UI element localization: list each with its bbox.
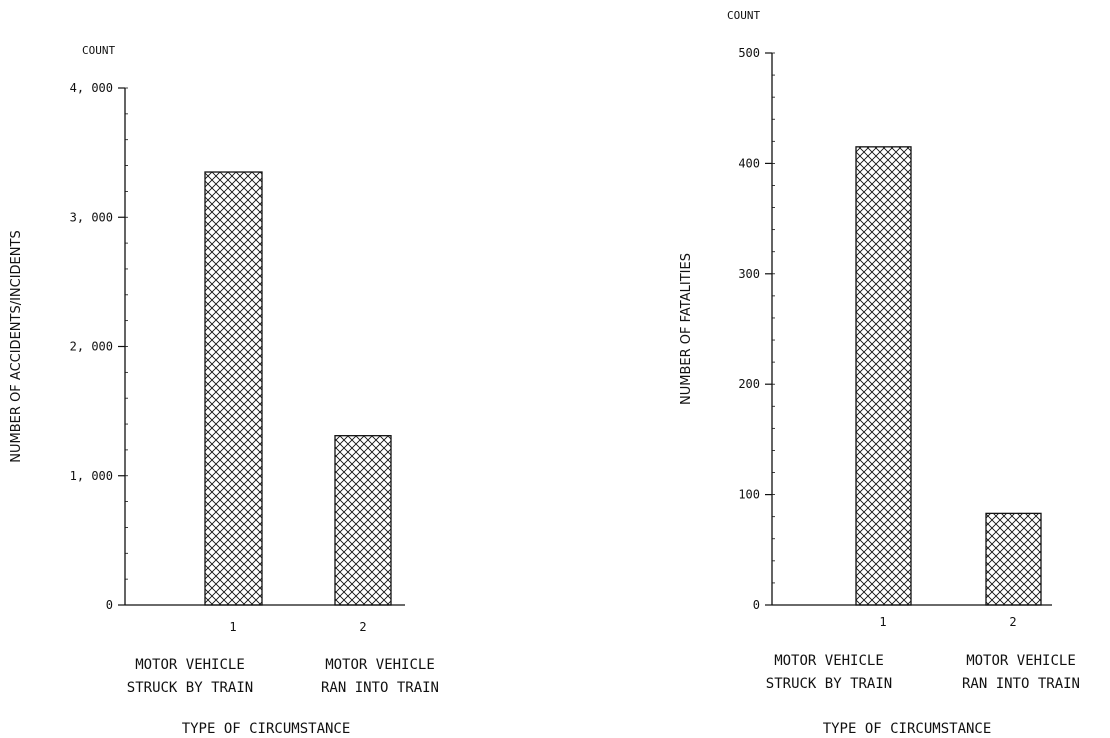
y-tick-label: 0 bbox=[753, 598, 760, 612]
chart-accidents: 0 1, 000 2, 000 3, 000 4, 000 1 2 MOTOR VEHICLE… bbox=[9, 44, 439, 737]
x-axis-title: TYPE OF CIRCUMSTANCE bbox=[823, 721, 992, 737]
category-caption-line1: MOTOR VEHICLE bbox=[774, 653, 884, 669]
x-tick-label: 2 bbox=[1009, 615, 1016, 629]
y-axis-title: NUMBER OF ACCIDENTS/INCIDENTS bbox=[9, 230, 24, 462]
y-tick-label: 3, 000 bbox=[70, 210, 113, 224]
y-tick-label: 1, 000 bbox=[70, 469, 113, 483]
bar-category-2 bbox=[985, 512, 1042, 606]
y-tick-label: 2, 000 bbox=[70, 340, 113, 354]
category-caption-line2: STRUCK BY TRAIN bbox=[127, 680, 253, 696]
bar-category-2 bbox=[334, 435, 392, 606]
x-tick-label: 1 bbox=[229, 620, 236, 634]
count-unit-label: COUNT bbox=[82, 44, 115, 57]
x-tick-label: 2 bbox=[359, 620, 366, 634]
category-caption-line1: MOTOR VEHICLE bbox=[966, 653, 1076, 669]
x-axis-title: TYPE OF CIRCUMSTANCE bbox=[182, 721, 351, 737]
bar-category-1 bbox=[855, 146, 912, 606]
y-tick-label: 4, 000 bbox=[70, 81, 113, 95]
chart-fatalities: 0 100 200 300 400 500 1 2 MOTOR VEHICLE STRUCK BY… bbox=[679, 9, 1080, 737]
category-caption-line2: STRUCK BY TRAIN bbox=[766, 676, 892, 692]
category-caption-line2: RAN INTO TRAIN bbox=[962, 676, 1080, 692]
y-tick-label: 200 bbox=[738, 377, 760, 391]
category-caption-line1: MOTOR VEHICLE bbox=[325, 657, 435, 673]
category-caption-line2: RAN INTO TRAIN bbox=[321, 680, 439, 696]
y-tick-label: 100 bbox=[738, 488, 760, 502]
category-caption-line1: MOTOR VEHICLE bbox=[135, 657, 245, 673]
y-tick-label: 400 bbox=[738, 156, 760, 170]
y-tick-label: 300 bbox=[738, 267, 760, 281]
y-tick-label: 0 bbox=[106, 598, 113, 612]
count-unit-label: COUNT bbox=[727, 9, 760, 22]
y-tick-label: 500 bbox=[738, 46, 760, 60]
y-axis-title: NUMBER OF FATALITIES bbox=[679, 253, 694, 405]
x-tick-label: 1 bbox=[879, 615, 886, 629]
bar-category-1 bbox=[204, 171, 263, 606]
